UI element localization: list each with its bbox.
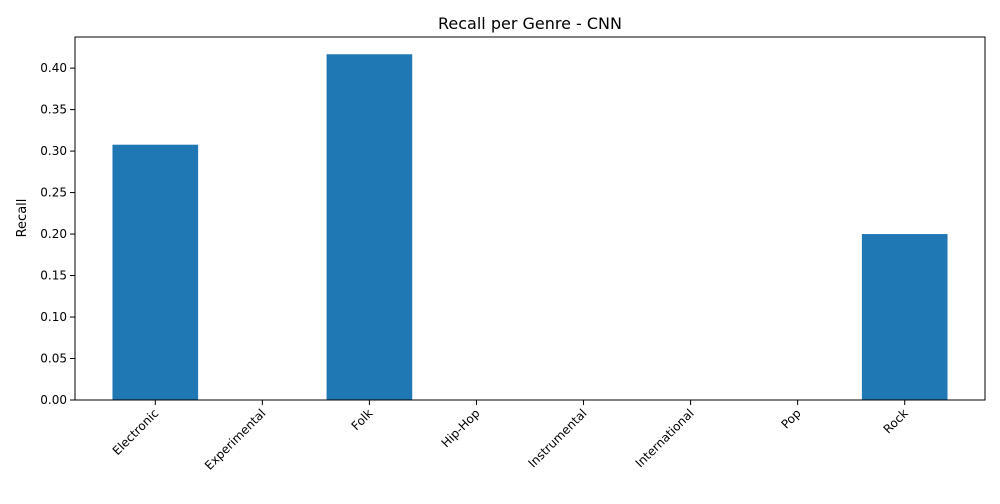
x-tick-label: Folk (349, 406, 376, 433)
bar-folk (326, 54, 413, 400)
x-tick-label: Experimental (202, 406, 268, 472)
y-tick-label: 0.40 (40, 61, 67, 75)
plot-frame (74, 36, 986, 401)
y-tick-label: 0.35 (40, 103, 67, 117)
axes (74, 36, 986, 401)
bar-electronic (112, 144, 199, 400)
y-tick-label: 0.25 (40, 186, 67, 200)
y-tick-label: 0.30 (40, 144, 67, 158)
y-tick-label: 0.00 (40, 393, 67, 407)
x-tick-label: Rock (881, 406, 911, 436)
y-tick-label: 0.10 (40, 310, 67, 324)
x-tick-label: Hip-Hop (439, 406, 483, 450)
x-tick-label: Electronic (110, 406, 162, 458)
y-tick-label: 0.15 (40, 269, 67, 283)
x-tick-label: Pop (778, 406, 803, 431)
y-ticks: 0.00 0.05 0.10 0.15 0.20 0.25 0.30 0.35 0.40 (40, 61, 75, 407)
y-axis-label: Recall (15, 199, 30, 238)
x-tick-label: Instrumental (526, 406, 590, 470)
chart-title: Recall per Genre - CNN (438, 14, 622, 33)
x-ticks: Electronic Experimental Folk Hip-Hop Instrum… (110, 400, 911, 473)
x-tick-label: International (633, 406, 697, 470)
y-tick-label: 0.05 (40, 352, 67, 366)
bar-rock (861, 234, 948, 400)
bars (112, 54, 948, 400)
y-tick-label: 0.20 (40, 227, 67, 241)
